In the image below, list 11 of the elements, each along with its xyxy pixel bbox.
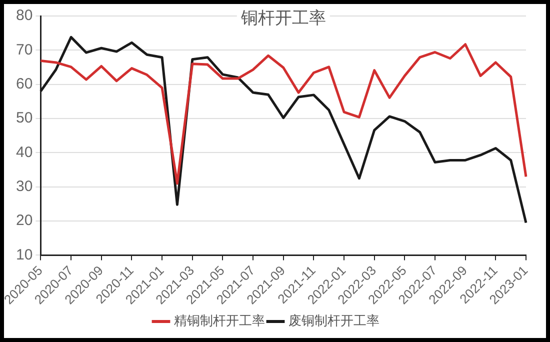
y-tick-label: 70 [16, 41, 33, 58]
y-tick-label: 80 [16, 7, 33, 24]
legend-label: 废铜制杆开工率 [288, 313, 380, 328]
y-tick-label: 30 [16, 178, 33, 196]
y-tick-label: 50 [16, 110, 33, 127]
y-tick-label: 20 [16, 212, 33, 230]
y-tick-label: 40 [16, 144, 33, 161]
chart-title: 铜杆开工率 [240, 8, 326, 28]
legend-label: 精铜制杆开工率 [174, 313, 265, 328]
y-tick-label: 60 [16, 75, 33, 92]
y-tick-label: 10 [16, 246, 33, 264]
